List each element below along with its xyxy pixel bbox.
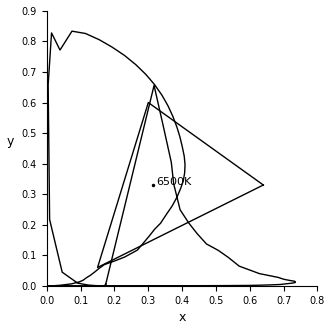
Y-axis label: y: y xyxy=(7,135,14,148)
X-axis label: x: x xyxy=(178,311,186,324)
Text: 6500K: 6500K xyxy=(156,177,191,187)
